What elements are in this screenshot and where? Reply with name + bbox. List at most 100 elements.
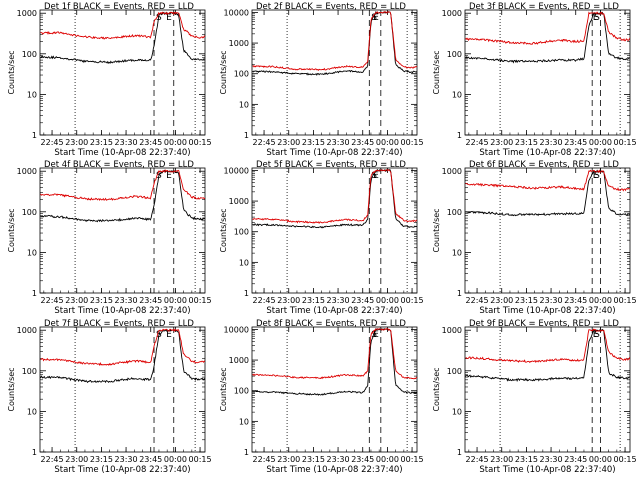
x-tick-label: 23:45 <box>564 455 587 464</box>
chart-panel-7: Det 7f BLACK = Events, RED = LLD 1 10 100 10… <box>7 319 212 475</box>
panel-title: Det 5f BLACK = Events, RED = LLD <box>256 160 406 170</box>
x-axis-label: Start Time (10-Apr-08 22:37:40) <box>479 306 615 316</box>
y-axis-label: Counts/sec <box>7 367 16 411</box>
marker-e: E <box>593 330 599 340</box>
y-tick-label: 1 <box>32 131 37 140</box>
chart-panel-3: Det 3f BLACK = Events, RED = LLD 1 10 100 10… <box>432 2 637 158</box>
y-tick-label: 10000 <box>224 325 249 334</box>
series-line-lld <box>40 11 205 40</box>
y-tick-label: 1 <box>32 448 37 457</box>
x-axis-label: Start Time (10-Apr-08 22:37:40) <box>266 148 402 158</box>
x-axis-label: Start Time (10-Apr-08 22:37:40) <box>266 306 402 316</box>
x-tick-label: 22:45 <box>41 296 64 305</box>
y-axis-label: Counts/sec <box>7 208 16 252</box>
x-tick-label: 23:00 <box>277 455 300 464</box>
series-line-lld <box>252 328 417 380</box>
y-tick-label: 1000 <box>17 326 37 335</box>
x-axis-label: Start Time (10-Apr-08 22:37:40) <box>54 148 190 158</box>
x-tick-label: 23:45 <box>139 296 162 305</box>
y-tick-label: 10 <box>452 407 462 416</box>
x-tick-label: 00:00 <box>376 296 399 305</box>
series-line-events <box>40 169 205 223</box>
y-tick-label: 1 <box>457 448 462 457</box>
panel-title: Det 8f BLACK = Events, RED = LLD <box>256 319 406 329</box>
marker-s: S <box>594 171 600 181</box>
x-tick-label: 00:15 <box>189 455 212 464</box>
y-tick-label: 1000 <box>17 167 37 176</box>
x-tick-label: 23:30 <box>115 455 138 464</box>
y-tick-label: 1000 <box>229 39 249 48</box>
chart-panel-4: Det 4f BLACK = Events, RED = LLD 1 10 100 10… <box>7 160 212 316</box>
plot-frame <box>251 9 418 136</box>
x-tick-label: 23:15 <box>90 296 113 305</box>
panel-title: Det 2f BLACK = Events, RED = LLD <box>256 2 406 12</box>
x-axis-label: Start Time (10-Apr-08 22:37:40) <box>54 465 190 475</box>
x-tick-label: 23:15 <box>90 138 113 147</box>
series-line-lld <box>40 328 205 367</box>
y-tick-label: 1000 <box>229 197 249 206</box>
chart-panel-6: Det 6f BLACK = Events, RED = LLD 1 10 100 10… <box>432 160 637 316</box>
plot-frame <box>39 326 206 453</box>
x-tick-label: 23:15 <box>515 138 538 147</box>
plot-frame <box>39 9 206 136</box>
x-tick-label: 00:15 <box>401 455 424 464</box>
y-axis-label: Counts/sec <box>219 208 228 252</box>
y-tick-label: 100 <box>447 367 462 376</box>
y-tick-label: 10 <box>452 90 462 99</box>
marker-s: S <box>594 13 600 23</box>
y-tick-label: 10 <box>27 248 37 257</box>
x-tick-label: 23:00 <box>65 455 88 464</box>
y-tick-label: 1 <box>457 289 462 298</box>
panel-title: Det 7f BLACK = Events, RED = LLD <box>44 319 194 329</box>
marker-e: E <box>166 330 172 340</box>
series-line-events <box>252 168 417 229</box>
x-tick-label: 00:00 <box>164 138 187 147</box>
y-tick-label: 1000 <box>442 326 462 335</box>
x-tick-label: 23:00 <box>65 138 88 147</box>
x-axis-label: Start Time (10-Apr-08 22:37:40) <box>54 306 190 316</box>
y-tick-label: 1000 <box>442 9 462 18</box>
series-line-events <box>252 10 417 76</box>
x-tick-label: 23:15 <box>515 296 538 305</box>
x-axis-label: Start Time (10-Apr-08 22:37:40) <box>266 465 402 475</box>
chart-panel-2: Det 2f BLACK = Events, RED = LLD 1 10 100 10… <box>219 2 424 158</box>
x-tick-label: 23:30 <box>540 296 563 305</box>
x-tick-label: 23:00 <box>277 296 300 305</box>
x-tick-label: 23:15 <box>90 455 113 464</box>
x-tick-label: 23:30 <box>327 455 350 464</box>
y-tick-label: 100 <box>22 50 37 59</box>
panel-title: Det 6f BLACK = Events, RED = LLD <box>469 160 619 170</box>
panel-title: Det 9f BLACK = Events, RED = LLD <box>469 319 619 329</box>
y-tick-label: 100 <box>234 70 249 79</box>
y-tick-label: 1000 <box>229 356 249 365</box>
series-line-lld <box>465 169 630 192</box>
x-tick-label: 00:15 <box>189 296 212 305</box>
y-tick-label: 10000 <box>224 8 249 17</box>
y-tick-label: 100 <box>22 208 37 217</box>
y-tick-label: 100 <box>447 50 462 59</box>
y-tick-label: 10 <box>239 258 249 267</box>
x-tick-label: 23:45 <box>564 138 587 147</box>
x-tick-label: 00:15 <box>614 138 637 147</box>
x-tick-label: 23:30 <box>327 138 350 147</box>
y-tick-label: 1000 <box>442 167 462 176</box>
y-tick-label: 1 <box>244 289 249 298</box>
x-tick-label: 00:00 <box>164 455 187 464</box>
x-tick-label: 23:15 <box>515 455 538 464</box>
series-line-lld <box>465 328 630 364</box>
x-tick-label: 22:45 <box>466 455 489 464</box>
x-tick-label: 00:00 <box>589 296 612 305</box>
x-tick-label: 23:30 <box>115 296 138 305</box>
plot-frame <box>464 9 631 136</box>
series-line-events <box>465 11 630 64</box>
plot-frame <box>464 326 631 453</box>
marker-e: E <box>593 13 599 23</box>
x-tick-label: 00:15 <box>614 296 637 305</box>
panel-title: Det 3f BLACK = Events, RED = LLD <box>469 2 619 12</box>
series-line-events <box>465 169 630 217</box>
x-tick-label: 00:15 <box>614 455 637 464</box>
marker-s: S <box>371 330 377 340</box>
plot-frame <box>39 167 206 294</box>
x-tick-label: 00:00 <box>376 138 399 147</box>
